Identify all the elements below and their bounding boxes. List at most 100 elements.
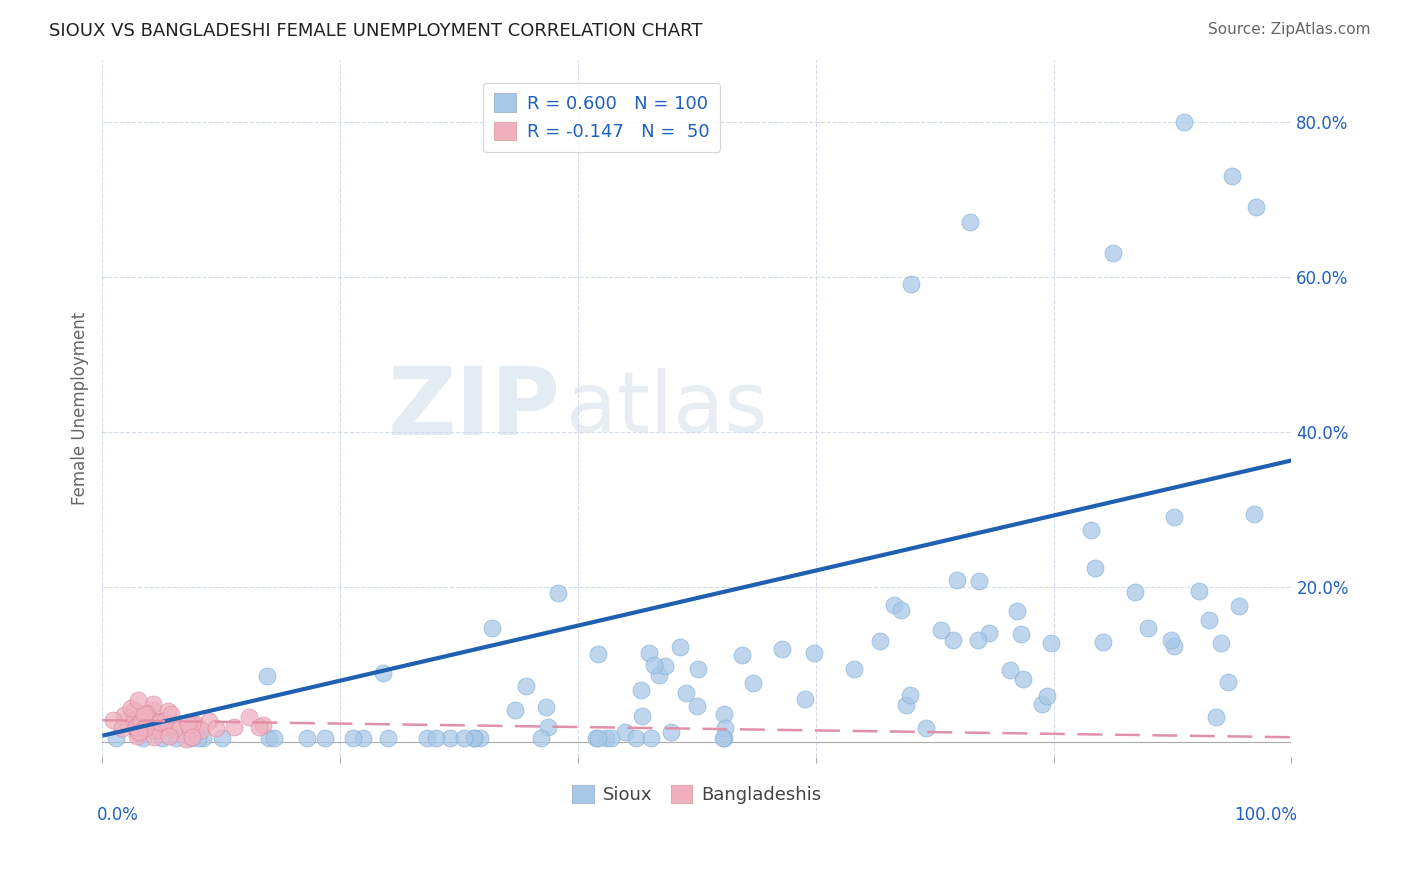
Point: [256, 669, 278, 683]
Point: [184, 717, 207, 731]
Point: [1080, 523, 1102, 537]
Point: [640, 731, 662, 745]
Point: [134, 707, 156, 722]
Text: Source: ZipAtlas.com: Source: ZipAtlas.com: [1208, 22, 1371, 37]
Point: [314, 731, 336, 745]
Point: [638, 647, 661, 661]
Point: [128, 724, 150, 739]
Text: 0.0%: 0.0%: [97, 806, 138, 824]
Point: [120, 701, 142, 715]
Point: [530, 731, 553, 745]
Point: [249, 720, 271, 734]
Point: [198, 714, 221, 728]
Point: [675, 686, 697, 700]
Point: [793, 692, 815, 706]
Point: [1084, 560, 1107, 574]
Point: [1198, 613, 1220, 627]
Point: [967, 574, 990, 589]
Point: [631, 709, 654, 723]
Point: [515, 679, 537, 693]
Point: [190, 723, 212, 738]
Point: [1163, 639, 1185, 653]
Point: [124, 720, 146, 734]
Point: [669, 640, 692, 654]
Point: [371, 665, 394, 680]
Point: [135, 706, 157, 720]
Point: [686, 699, 709, 714]
Text: 100.0%: 100.0%: [1234, 806, 1298, 824]
Point: [439, 731, 461, 745]
Point: [654, 659, 676, 673]
Point: [157, 704, 180, 718]
Point: [869, 633, 891, 648]
Point: [890, 603, 912, 617]
Point: [179, 722, 201, 736]
Point: [127, 725, 149, 739]
Point: [1211, 636, 1233, 650]
Point: [163, 723, 186, 737]
Point: [898, 688, 921, 702]
Point: [148, 723, 170, 738]
Point: [711, 731, 734, 745]
Text: atlas: atlas: [567, 368, 768, 449]
Point: [259, 731, 281, 745]
Point: [142, 698, 165, 712]
Point: [977, 626, 1000, 640]
Point: [1205, 709, 1227, 723]
Point: [998, 663, 1021, 677]
Point: [1244, 200, 1267, 214]
Point: [152, 720, 174, 734]
Point: [959, 215, 981, 229]
Point: [929, 623, 952, 637]
Text: ZIP: ZIP: [387, 362, 560, 455]
Point: [1160, 633, 1182, 648]
Point: [1102, 246, 1125, 260]
Point: [142, 714, 165, 728]
Point: [150, 714, 173, 728]
Text: SIOUX VS BANGLADESHI FEMALE UNEMPLOYMENT CORRELATION CHART: SIOUX VS BANGLADESHI FEMALE UNEMPLOYMENT…: [49, 22, 703, 40]
Point: [425, 731, 447, 745]
Point: [135, 706, 157, 721]
Point: [125, 721, 148, 735]
Point: [600, 731, 623, 745]
Point: [122, 719, 145, 733]
Point: [160, 707, 183, 722]
Point: [1039, 636, 1062, 650]
Point: [124, 713, 146, 727]
Point: [128, 717, 150, 731]
Point: [586, 731, 609, 745]
Point: [967, 633, 990, 648]
Point: [263, 731, 285, 745]
Point: [1220, 169, 1243, 183]
Legend: R = 0.600   N = 100, R = -0.147   N =  50: R = 0.600 N = 100, R = -0.147 N = 50: [484, 83, 720, 152]
Point: [1227, 599, 1250, 613]
Point: [534, 700, 557, 714]
Point: [1007, 604, 1029, 618]
Point: [153, 714, 176, 729]
Point: [181, 717, 204, 731]
Point: [842, 662, 865, 676]
Point: [1010, 626, 1032, 640]
Point: [114, 714, 136, 728]
Point: [176, 716, 198, 731]
Point: [143, 724, 166, 739]
Point: [1216, 675, 1239, 690]
Point: [122, 703, 145, 717]
Point: [883, 598, 905, 612]
Point: [547, 586, 569, 600]
Point: [803, 646, 825, 660]
Point: [770, 642, 793, 657]
Point: [205, 721, 228, 735]
Point: [1123, 585, 1146, 599]
Point: [127, 729, 149, 743]
Point: [180, 731, 202, 745]
Point: [101, 714, 124, 728]
Point: [111, 721, 134, 735]
Y-axis label: Female Unemployment: Female Unemployment: [72, 312, 89, 505]
Point: [595, 731, 617, 745]
Point: [1137, 621, 1160, 635]
Point: [193, 731, 215, 745]
Point: [713, 707, 735, 722]
Point: [129, 714, 152, 729]
Point: [295, 731, 318, 745]
